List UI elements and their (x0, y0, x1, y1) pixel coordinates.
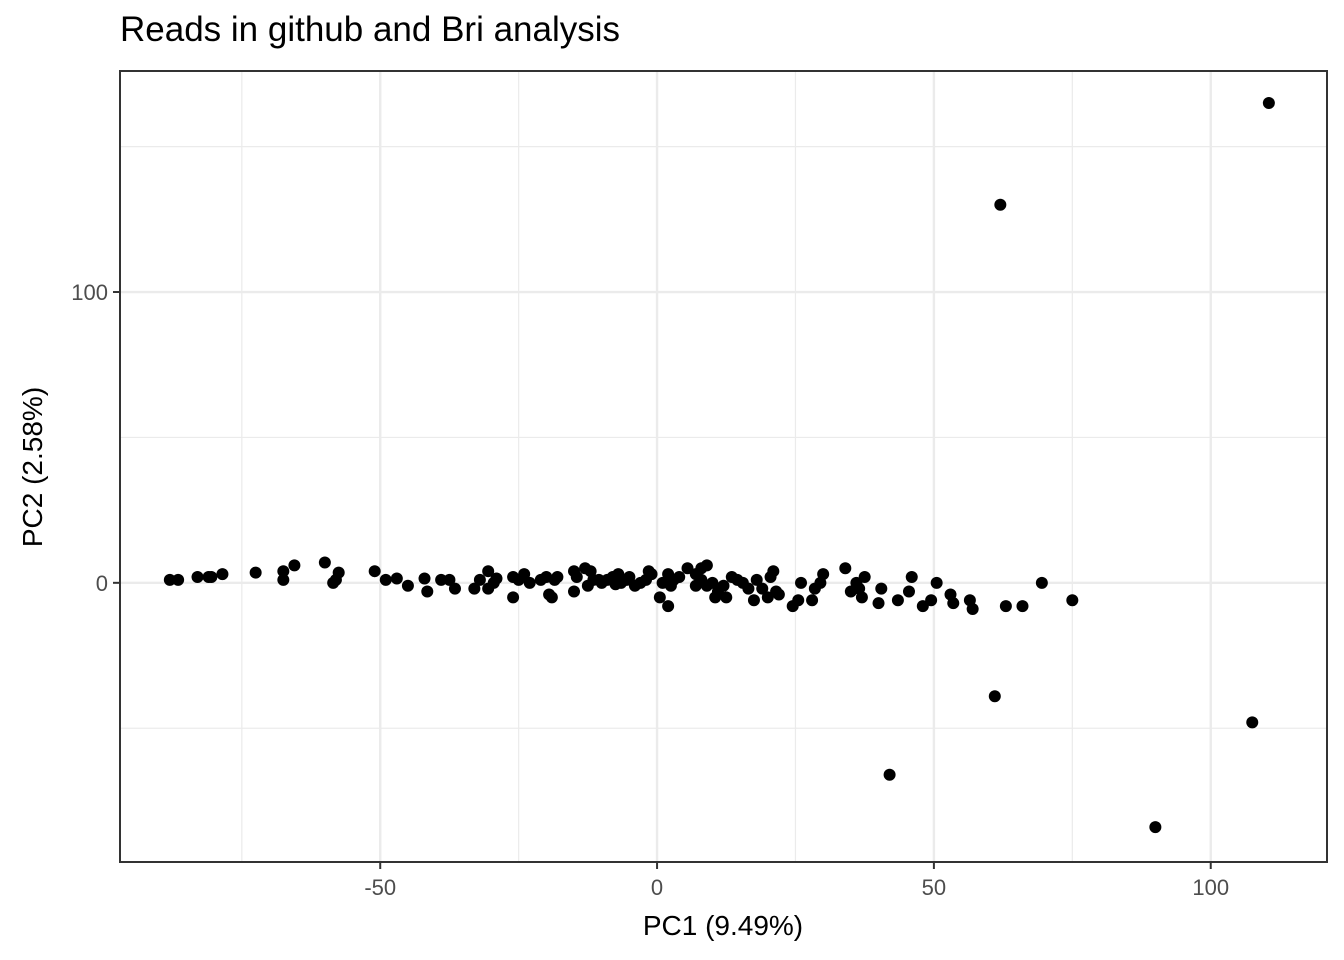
data-point (401, 579, 414, 592)
data-point (468, 582, 481, 595)
major-gridlines (120, 71, 1327, 862)
data-points (163, 96, 1275, 834)
data-point (277, 565, 290, 578)
plot-panel-border (119, 70, 1328, 863)
data-point (947, 597, 960, 610)
data-point (490, 572, 503, 585)
data-point (902, 585, 915, 598)
x-axis-title: PC1 (9.49%) (643, 910, 803, 941)
data-point (756, 582, 769, 595)
data-point (418, 572, 431, 585)
data-point (673, 571, 686, 584)
data-point (518, 568, 531, 581)
data-point (662, 600, 675, 613)
data-point (930, 576, 943, 589)
data-point (1066, 594, 1079, 607)
data-point (421, 585, 434, 598)
data-point (1016, 600, 1029, 613)
data-point (883, 768, 896, 781)
data-point (839, 562, 852, 575)
data-point (1246, 716, 1259, 729)
data-point (623, 571, 636, 584)
data-point (772, 588, 785, 601)
data-point (645, 568, 658, 581)
data-point (288, 559, 301, 572)
data-point (318, 556, 331, 569)
data-point (858, 571, 871, 584)
data-point (806, 594, 819, 607)
data-point (523, 576, 536, 589)
data-point (700, 559, 713, 572)
data-point (855, 591, 868, 604)
data-point (473, 573, 486, 586)
data-point (653, 591, 666, 604)
data-point (1262, 96, 1275, 109)
data-point (750, 573, 763, 586)
data-point (792, 594, 805, 607)
chart-title: Reads in github and Bri analysis (120, 10, 621, 49)
data-point (747, 594, 760, 607)
x-tick-label: 100 (1192, 875, 1229, 900)
data-point (706, 576, 719, 589)
data-point (966, 602, 979, 615)
data-point (761, 591, 774, 604)
data-point (443, 573, 456, 586)
data-point (172, 573, 185, 586)
data-point (1149, 821, 1162, 834)
data-point (994, 198, 1007, 211)
data-point (742, 582, 755, 595)
data-point (163, 573, 176, 586)
minor-gridlines (120, 71, 1327, 862)
data-point (875, 582, 888, 595)
data-point (717, 579, 730, 592)
data-point (999, 600, 1012, 613)
x-axis-ticks: -50 0 50 100 (364, 862, 1229, 900)
data-point (988, 690, 1001, 703)
data-point (249, 566, 262, 579)
data-point (435, 573, 448, 586)
data-point (872, 597, 885, 610)
data-point (448, 582, 461, 595)
data-point (277, 573, 290, 586)
data-point (379, 573, 392, 586)
data-point (681, 562, 694, 575)
data-point (216, 568, 229, 581)
y-tick-label: 100 (71, 280, 108, 305)
data-point (551, 571, 564, 584)
x-tick-label: 0 (651, 875, 663, 900)
data-point (191, 571, 204, 584)
data-point (390, 572, 403, 585)
y-axis-ticks: 0 100 (71, 280, 120, 596)
data-point (767, 565, 780, 578)
data-point (817, 568, 830, 581)
data-point (925, 594, 938, 607)
data-point (905, 571, 918, 584)
data-point (482, 565, 495, 578)
x-tick-label: -50 (364, 875, 396, 900)
data-point (205, 571, 218, 584)
x-tick-label: 50 (922, 875, 946, 900)
data-point (891, 594, 904, 607)
data-point (545, 591, 558, 604)
data-point (795, 576, 808, 589)
y-tick-label: 0 (96, 571, 108, 596)
data-point (1035, 576, 1048, 589)
data-point (368, 565, 381, 578)
data-point (720, 591, 733, 604)
data-point (568, 585, 581, 598)
data-point (332, 566, 345, 579)
data-point (916, 600, 929, 613)
data-point (570, 571, 583, 584)
data-point (507, 591, 520, 604)
y-axis-title: PC2 (2.58%) (17, 387, 48, 547)
